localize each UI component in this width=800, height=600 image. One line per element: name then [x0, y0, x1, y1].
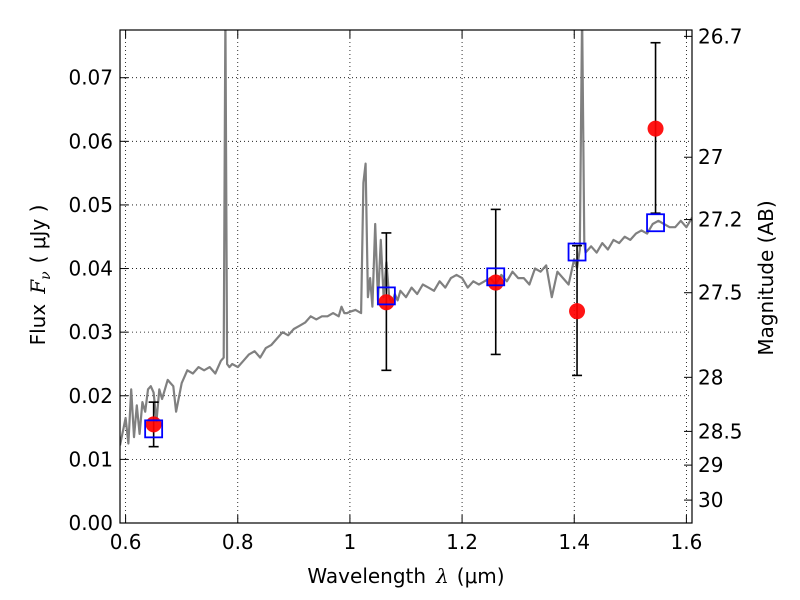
y-axis-label-unit: ( μJy ) — [26, 205, 50, 264]
x-tick-label: 0.8 — [222, 530, 254, 554]
x-axis-label: Wavelength λ (μm) — [307, 564, 504, 588]
markers — [144, 41, 665, 448]
y-tick-label: 0.04 — [68, 257, 113, 281]
y2-tick-label: 27 — [698, 145, 723, 169]
plot-area — [120, 30, 692, 446]
y2-tick-label: 27.2 — [698, 208, 743, 232]
model-square — [376, 286, 396, 306]
y-axis-label-symbol: F — [26, 279, 50, 295]
model-square — [486, 267, 506, 287]
y-axis-label-prefix: Flux — [26, 304, 50, 346]
y-tick-label: 0.01 — [68, 447, 113, 471]
y-tick-label: 0.00 — [68, 511, 113, 535]
x-tick-label: 1.6 — [670, 530, 702, 554]
y-axis-label-subscript: ν — [38, 271, 54, 280]
observed-point — [569, 303, 586, 320]
x-tick-label: 1.2 — [446, 530, 478, 554]
x-axis-label-symbol: λ — [435, 564, 449, 588]
model-square — [144, 419, 164, 439]
ticks: 0.6 0.8 1 1.2 1.4 1.6 0.00 0.01 0.02 0.03 0.04 0.05… — [68, 24, 742, 554]
x-axis-label-unit: (μm) — [457, 564, 505, 588]
observed-point — [487, 274, 504, 291]
sed-line — [120, 30, 692, 446]
x-tick-label: 1.4 — [558, 530, 590, 554]
observed-point — [145, 416, 162, 433]
plot-frame — [119, 29, 693, 524]
y-tick-label: 0.03 — [68, 320, 113, 344]
y2-tick-label: 29 — [698, 453, 723, 477]
x-tick-label: 1 — [344, 530, 357, 554]
y-tick-label: 0.07 — [68, 66, 113, 90]
x-tick-label: 0.6 — [110, 530, 142, 554]
y-tick-label: 0.05 — [68, 193, 113, 217]
model-square — [646, 213, 665, 233]
x-axis-label-prefix: Wavelength — [307, 564, 426, 588]
y-tick-label: 0.02 — [68, 384, 113, 408]
model-square — [567, 242, 587, 262]
y-axis-label: Flux Fν ( μJy ) — [26, 205, 54, 346]
y2-axis-label: Magnitude (AB) — [754, 200, 778, 355]
y2-tick-label: 30 — [698, 488, 723, 512]
y2-tick-label: 27.5 — [698, 281, 743, 305]
y2-tick-label: 26.7 — [698, 24, 743, 48]
y2-tick-label: 28 — [698, 365, 723, 389]
observed-point — [378, 294, 395, 311]
y-tick-label: 0.06 — [68, 129, 113, 153]
observed-point — [647, 120, 664, 137]
y2-tick-label: 28.5 — [698, 419, 743, 443]
